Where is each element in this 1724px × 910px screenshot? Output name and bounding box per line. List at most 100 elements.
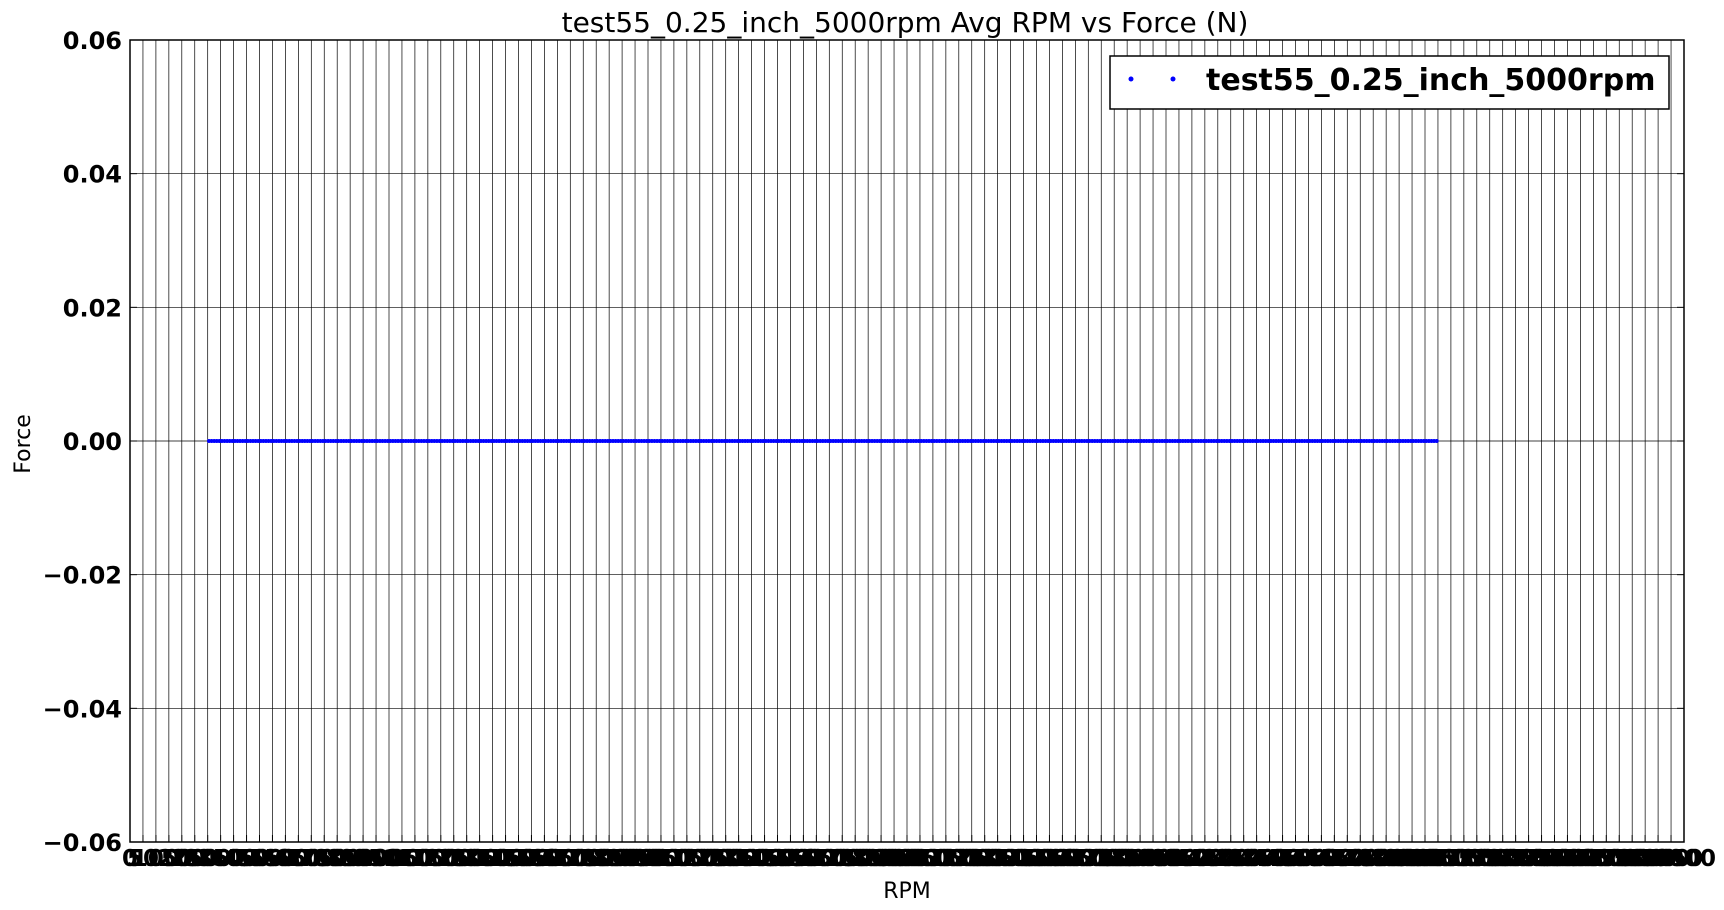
x-tick-label: 1000 [357,846,421,872]
x-tick-label: 5600 [1548,846,1612,872]
x-tick-label: 1400 [461,846,525,872]
x-tick-label: 3350 [966,846,1030,872]
x-tick-label: 4300 [1212,846,1276,872]
x-tick-label: 6000 [1652,846,1716,872]
x-tick-label: 1350 [448,846,512,872]
y-tick-label: 0.04 [63,161,122,189]
x-tick-label: 1100 [383,846,447,872]
x-tick-label: 3600 [1030,846,1094,872]
x-tick-label: 4750 [1328,846,1392,872]
x-tick-label: 2450 [733,846,797,872]
x-tick-label: 5100 [1419,846,1483,872]
y-tick-label: −0.02 [43,562,122,590]
x-tick-label: 4550 [1276,846,1340,872]
x-tick-label: 50 [127,846,159,872]
x-tick-label: 2200 [668,846,732,872]
x-tick-label: 450 [223,846,271,872]
x-tick-label: 5650 [1561,846,1625,872]
x-tick-label: 1250 [422,846,486,872]
x-tick-label: 5350 [1484,846,1548,872]
x-ticks: 0501001502002503003504004505005506006507… [122,835,1716,872]
x-tick-label: 4100 [1160,846,1224,872]
x-tick-label: 3150 [914,846,978,872]
x-tick-label: 5800 [1600,846,1664,872]
x-tick-label: 4450 [1251,846,1315,872]
x-tick-label: 2650 [784,846,848,872]
x-tick-label: 2850 [836,846,900,872]
x-tick-label: 5050 [1406,846,1470,872]
x-axis-label: RPM [883,879,931,904]
x-tick-label: 3900 [1108,846,1172,872]
x-tick-label: 0 [122,846,138,872]
x-tick-label: 3050 [888,846,952,872]
x-tick-label: 3700 [1056,846,1120,872]
x-tick-label: 3450 [992,846,1056,872]
x-tick-label: 2250 [681,846,745,872]
x-tick-label: 2400 [720,846,784,872]
x-tick-label: 2550 [758,846,822,872]
x-tick-label: 1050 [370,846,434,872]
x-tick-label: 2350 [707,846,771,872]
x-tick-label: 4850 [1354,846,1418,872]
x-tick-label: 3400 [979,846,1043,872]
legend-label: test55_0.25_inch_5000rpm [1206,63,1655,98]
x-tick-label: 5200 [1445,846,1509,872]
x-tick-label: 2100 [642,846,706,872]
x-tick-label: 400 [210,846,258,872]
x-tick-label: 5700 [1574,846,1638,872]
x-tick-label: 850 [326,846,374,872]
x-tick-label: 2500 [745,846,809,872]
x-tick-label: 900 [339,846,387,872]
x-tick-label: 4900 [1367,846,1431,872]
x-tick-label: 1450 [474,846,538,872]
x-tick-label: 3300 [953,846,1017,872]
x-tick-label: 2150 [655,846,719,872]
x-tick-label: 4250 [1199,846,1263,872]
x-tick-label: 1850 [577,846,641,872]
legend: test55_0.25_inch_5000rpm [1109,55,1670,110]
y-tick-label: 0.00 [63,428,122,456]
x-tick-label: 4050 [1147,846,1211,872]
y-tick-label: 0.06 [63,27,122,55]
y-ticks: 0.06 0.04 0.02 0.00 −0.02 −0.04 −0.06 [43,27,1684,857]
x-tick-label: 1600 [512,846,576,872]
x-tick-label: 4000 [1134,846,1198,872]
x-tick-label: 4600 [1289,846,1353,872]
x-tick-label: 3500 [1004,846,1068,872]
x-tick-label: 5750 [1587,846,1651,872]
x-tick-label: 1650 [525,846,589,872]
x-tick-label: 4150 [1173,846,1237,872]
x-tick-label: 4800 [1341,846,1405,872]
x-tick-label: 100 [132,846,180,872]
x-tick-label: 5250 [1458,846,1522,872]
x-tick-label: 1550 [499,846,563,872]
x-tick-label: 5400 [1497,846,1561,872]
x-tick-label: 750 [300,846,348,872]
x-tick-label: 500 [235,846,283,872]
x-tick-label: 150 [145,846,193,872]
y-tick-label: 0.02 [63,294,122,322]
x-tick-label: 2950 [862,846,926,872]
x-tick-label: 5150 [1432,846,1496,872]
x-tick-label: 3800 [1082,846,1146,872]
x-tick-label: 2300 [694,846,758,872]
x-tick-label: 1300 [435,846,499,872]
x-tick-label: 1750 [551,846,615,872]
x-tick-label: 600 [261,846,309,872]
x-tick-label: 650 [274,846,322,872]
x-tick-label: 3000 [875,846,939,872]
y-tick-label: −0.04 [43,695,122,723]
legend-box [1109,55,1670,110]
x-tick-label: 350 [197,846,245,872]
y-tick-label: −0.06 [43,829,122,857]
x-tick-label: 4700 [1315,846,1379,872]
x-tick-label: 200 [158,846,206,872]
data-point [1434,439,1439,443]
x-tick-label: 1900 [590,846,654,872]
x-tick-label: 2750 [810,846,874,872]
x-tick-label: 300 [184,846,232,872]
x-tick-label: 2050 [629,846,693,872]
x-tick-label: 3550 [1017,846,1081,872]
x-tick-label: 800 [313,846,361,872]
